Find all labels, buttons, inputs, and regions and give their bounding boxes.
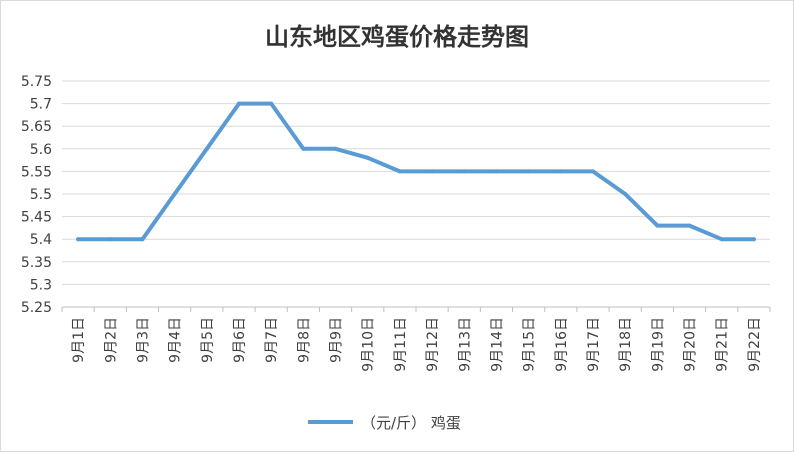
y-tick-label: 5.4 (30, 232, 52, 248)
y-tick-label: 5.6 (30, 142, 52, 158)
data-point (494, 169, 499, 174)
x-tick-label: 9月11日 (393, 317, 409, 372)
x-tick-label: 9月4日 (168, 317, 184, 363)
x-tick-label: 9月1日 (71, 317, 87, 363)
x-tick-label: 9月14日 (489, 317, 505, 372)
x-tick-label: 9月17日 (586, 317, 602, 372)
series-layer (76, 101, 756, 242)
chart-title: 山东地区鸡蛋价格走势图 (265, 23, 529, 51)
data-point (751, 237, 756, 242)
x-tick-label: 9月12日 (425, 317, 441, 372)
y-tick-label: 5.3 (30, 277, 52, 293)
data-point (365, 155, 370, 160)
y-axis-ticks: 5.25 5.3 5.35 5.4 5.45 5.5 5.55 5.6 5.65 5.7 5.75 (21, 74, 52, 316)
x-tick-label: 9月18日 (618, 317, 634, 372)
data-point (172, 192, 177, 196)
y-tick-label: 5.5 (30, 187, 52, 203)
x-tick-label: 9月16日 (554, 317, 570, 372)
data-point (655, 223, 660, 228)
gridlines (62, 80, 770, 308)
x-tick-label: 9月9日 (329, 317, 345, 363)
y-tick-label: 5.35 (21, 255, 52, 271)
data-point (333, 146, 338, 151)
x-tick-label: 9月7日 (264, 317, 280, 363)
y-tick-label: 5.7 (30, 97, 52, 113)
x-tick-label: 9月2日 (103, 317, 119, 363)
data-point (558, 169, 563, 174)
data-point (591, 169, 595, 174)
data-point (269, 101, 274, 106)
x-tick-label: 9月20日 (683, 317, 699, 372)
y-tick-label: 5.45 (21, 210, 52, 226)
x-tick-label: 9月10日 (361, 317, 377, 372)
legend: （元/斤） 鸡蛋 (308, 414, 461, 432)
y-tick-label: 5.75 (21, 74, 52, 90)
x-tick-label: 9月3日 (135, 317, 151, 363)
y-tick-label: 5.65 (21, 119, 52, 135)
data-point (108, 237, 113, 242)
data-point (719, 237, 724, 242)
series-line (76, 101, 756, 242)
data-point (397, 169, 402, 174)
x-axis-ticks: 9月1日 9月2日 9月3日 9月4日 9月5日 9月6日 9月7日 9月8日 9月9日 9月10… (61, 306, 771, 372)
x-tick-label: 9月8日 (296, 317, 312, 363)
data-point (623, 192, 628, 196)
x-tick-label: 9月21日 (715, 317, 731, 372)
data-point (76, 237, 81, 242)
y-tick-label: 5.55 (21, 164, 52, 180)
data-point (526, 169, 531, 174)
x-tick-label: 9月13日 (457, 317, 473, 372)
x-tick-label: 9月5日 (200, 317, 216, 363)
data-point (687, 223, 692, 228)
data-point (237, 101, 241, 106)
x-tick-label: 9月6日 (232, 317, 248, 363)
data-point (462, 169, 467, 174)
data-point (430, 169, 435, 174)
x-tick-label: 9月22日 (747, 317, 763, 372)
data-point (301, 146, 306, 151)
x-tick-label: 9月15日 (522, 317, 538, 372)
y-tick-label: 5.25 (21, 300, 52, 316)
data-point (204, 146, 209, 151)
legend-label: （元/斤） 鸡蛋 (361, 414, 461, 432)
data-point (140, 237, 145, 242)
x-tick-label: 9月19日 (650, 317, 666, 372)
